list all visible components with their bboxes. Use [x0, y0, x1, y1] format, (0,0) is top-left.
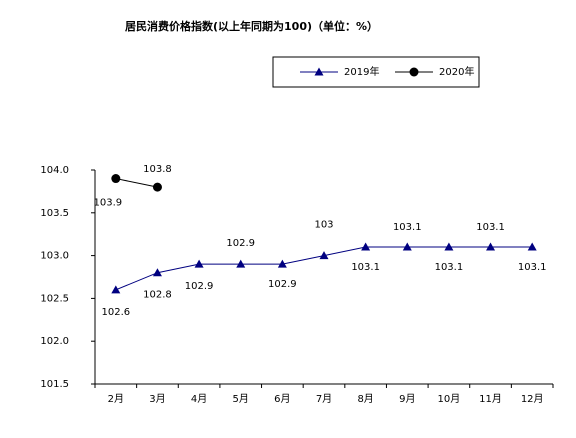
- y-tick-label: 103.5: [40, 208, 69, 219]
- x-tick-label: 5月: [233, 393, 249, 405]
- data-point: [361, 242, 371, 251]
- x-tick-label: 8月: [357, 393, 373, 405]
- data-point: [111, 285, 121, 294]
- data-label: 102.8: [143, 290, 172, 301]
- legend-marker: [409, 67, 419, 77]
- y-tick-label: 104.0: [40, 165, 69, 176]
- data-label: 103.1: [351, 262, 380, 273]
- data-point: [152, 182, 162, 192]
- x-tick-label: 7月: [316, 393, 332, 405]
- data-label: 102.6: [101, 307, 130, 318]
- data-label: 103.1: [476, 222, 505, 233]
- x-tick-label: 10月: [438, 393, 461, 405]
- legend-marker: [314, 67, 324, 76]
- data-point: [486, 242, 496, 251]
- data-point: [111, 174, 121, 184]
- legend-label: 2019年: [344, 65, 379, 78]
- data-label: 102.9: [226, 238, 255, 249]
- data-label: 103.1: [393, 222, 422, 233]
- data-label: 103.9: [93, 198, 122, 209]
- x-tick-label: 9月: [399, 393, 415, 405]
- data-label: 103: [314, 220, 333, 231]
- x-tick-label: 3月: [149, 393, 165, 405]
- data-label: 103.1: [518, 262, 547, 273]
- x-tick-label: 2月: [108, 393, 124, 405]
- series-line: [115, 178, 158, 188]
- x-tick-label: 4月: [191, 393, 207, 405]
- data-point: [277, 259, 287, 268]
- x-tick-label: 11月: [479, 393, 502, 405]
- data-label: 103.1: [435, 262, 464, 273]
- y-tick-label: 102.5: [40, 293, 69, 304]
- y-tick-label: 103.0: [40, 251, 69, 262]
- legend-label: 2020年: [439, 65, 474, 78]
- y-tick-label: 101.5: [40, 379, 69, 390]
- data-label: 102.9: [268, 279, 297, 290]
- data-point: [152, 268, 162, 277]
- data-label: 102.9: [185, 281, 214, 292]
- x-tick-label: 6月: [274, 393, 290, 405]
- data-point: [319, 251, 329, 260]
- data-point: [194, 259, 204, 268]
- legend-box: [272, 56, 480, 88]
- data-point: [402, 242, 412, 251]
- x-tick-label: 12月: [521, 393, 544, 405]
- data-point: [527, 242, 537, 251]
- data-label: 103.8: [143, 164, 172, 175]
- chart-title: 居民消费价格指数(以上年同期为100)（单位：%）: [125, 19, 378, 33]
- data-point: [444, 242, 454, 251]
- y-tick-label: 102.0: [40, 336, 69, 347]
- data-point: [236, 259, 246, 268]
